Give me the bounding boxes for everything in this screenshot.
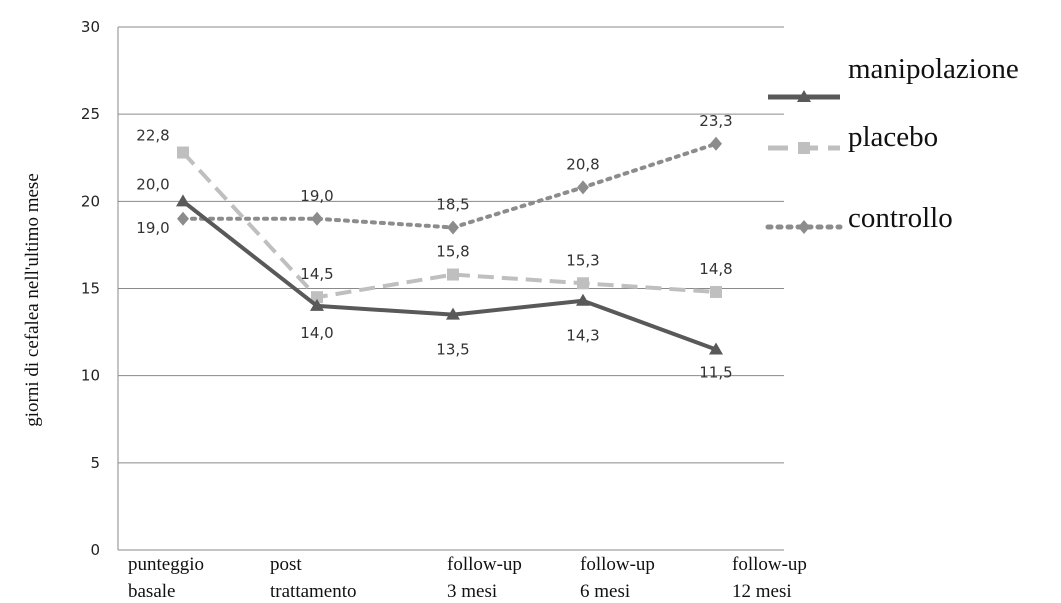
legend-marker-manipolazione <box>797 90 811 102</box>
data-point-placebo <box>710 285 722 298</box>
y-tick-label: 5 <box>90 454 100 472</box>
data-label-placebo: 15,8 <box>436 243 469 261</box>
y-tick-label: 0 <box>90 541 100 559</box>
data-label-manipolazione: 11,5 <box>699 364 732 382</box>
series-line-controllo <box>181 141 718 230</box>
data-label-placebo: 14,5 <box>300 265 333 283</box>
data-point-controllo <box>577 180 589 195</box>
data-point-manipolazione <box>709 342 723 355</box>
y-tick-label: 30 <box>81 18 100 36</box>
data-label-placebo: 22,8 <box>136 127 169 145</box>
x-axis: punteggio basale post trattamento follow-up 3… <box>128 554 807 602</box>
legend-item-controllo: controllo <box>765 202 953 234</box>
data-label-controllo: 18,5 <box>436 195 469 213</box>
data-point-placebo <box>177 146 189 159</box>
legend-label-controllo: controllo <box>848 202 953 234</box>
data-label-manipolazione: 13,5 <box>436 341 469 359</box>
data-label-controllo: 19,0 <box>300 187 333 205</box>
x-tick-label: punteggio <box>128 554 204 575</box>
series-placebo <box>177 146 722 304</box>
data-label-controllo: 20,8 <box>566 155 599 173</box>
legend-item-placebo: placebo <box>768 121 938 154</box>
data-label-manipolazione: 14,3 <box>566 327 599 345</box>
x-tick-label: 6 mesi <box>580 581 630 602</box>
data-label-manipolazione: 14,0 <box>300 324 333 342</box>
data-point-placebo <box>577 277 589 290</box>
x-tick-label: follow-up <box>580 554 655 575</box>
y-tick-label: 15 <box>81 280 100 298</box>
legend-item-manipolazione: manipolazione <box>768 53 1019 102</box>
data-point-manipolazione <box>310 298 324 311</box>
y-tick-label: 25 <box>81 105 100 123</box>
data-point-placebo <box>447 268 459 281</box>
series-controllo <box>177 136 722 235</box>
data-label-controllo: 23,3 <box>699 112 732 130</box>
series-group <box>176 136 723 355</box>
data-point-controllo <box>177 211 189 226</box>
y-tick-label: 20 <box>81 192 100 210</box>
data-point-manipolazione <box>576 293 590 306</box>
data-label-placebo: 15,3 <box>566 251 599 269</box>
x-tick-label: 3 mesi <box>447 581 497 602</box>
y-axis-label: giorni di cefalea nell'ultimo mese <box>22 173 43 427</box>
series-manipolazione <box>176 194 723 355</box>
data-point-controllo <box>710 136 722 151</box>
data-point-placebo <box>311 291 323 304</box>
data-point-manipolazione <box>176 194 190 207</box>
data-label-manipolazione: 20,0 <box>136 175 169 193</box>
series-line-placebo <box>181 151 717 300</box>
x-tick-label: follow-up <box>732 554 807 575</box>
data-labels: 20,0 14,0 13,5 14,3 11,5 22,8 14,5 15,8 15,3 14,8… <box>136 112 732 382</box>
grid-lines <box>118 26 784 551</box>
y-tick-label: 10 <box>81 367 100 385</box>
legend: manipolazione placebo controllo <box>765 53 1019 234</box>
x-tick-label: post <box>270 554 302 575</box>
data-label-controllo: 19,0 <box>136 219 169 237</box>
legend-marker-placebo <box>798 142 810 154</box>
legend-label-manipolazione: manipolazione <box>848 53 1019 85</box>
data-point-manipolazione <box>446 307 460 320</box>
data-point-controllo <box>311 211 323 226</box>
data-point-controllo <box>447 220 459 235</box>
legend-marker-controllo <box>798 220 810 234</box>
legend-label-placebo: placebo <box>848 121 938 153</box>
x-tick-label: trattamento <box>270 581 357 602</box>
x-tick-label: basale <box>128 581 175 602</box>
x-tick-label: follow-up <box>447 554 522 575</box>
data-label-placebo: 14,8 <box>699 260 732 278</box>
x-tick-label: 12 mesi <box>732 581 792 602</box>
y-axis: 0 5 10 15 20 25 30 <box>81 18 119 559</box>
